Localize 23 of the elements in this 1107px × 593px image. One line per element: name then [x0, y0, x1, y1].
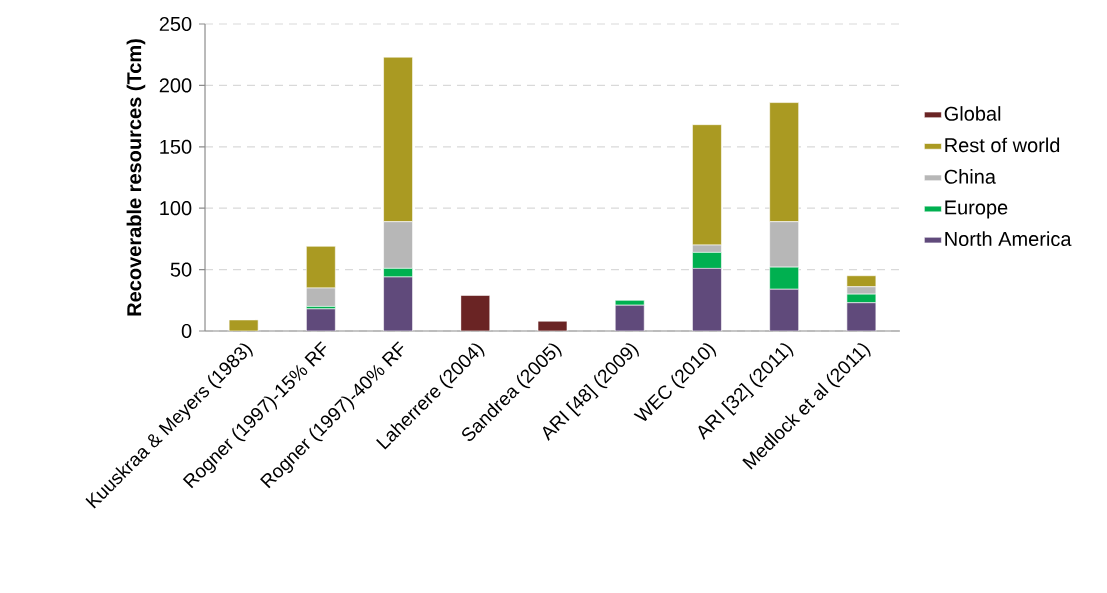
legend-label: Europe	[945, 200, 1008, 219]
bar	[692, 124, 722, 246]
bar	[614, 299, 645, 306]
y-tick-label: 50	[170, 262, 192, 277]
legend-label: Rest of world	[945, 137, 1060, 153]
legend-label: China	[944, 169, 996, 184]
bar	[460, 295, 491, 331]
bar	[692, 268, 722, 331]
legend-label: Global	[944, 106, 1001, 121]
bar	[769, 288, 799, 331]
y-tick-label: 150	[160, 139, 192, 154]
y-tick-label: 100	[160, 201, 192, 216]
y-tick-label: 200	[159, 78, 192, 93]
bar	[306, 287, 336, 307]
y-tick-label: 250	[159, 16, 192, 32]
bar	[769, 102, 799, 222]
bar	[614, 304, 645, 331]
y-tick-label: 0	[181, 323, 192, 339]
bar	[383, 276, 413, 331]
bar	[306, 245, 336, 289]
bar	[383, 56, 413, 222]
y-axis-title: Recoverable resources (Tcm)	[126, 39, 146, 316]
legend-label: North America	[945, 231, 1072, 247]
